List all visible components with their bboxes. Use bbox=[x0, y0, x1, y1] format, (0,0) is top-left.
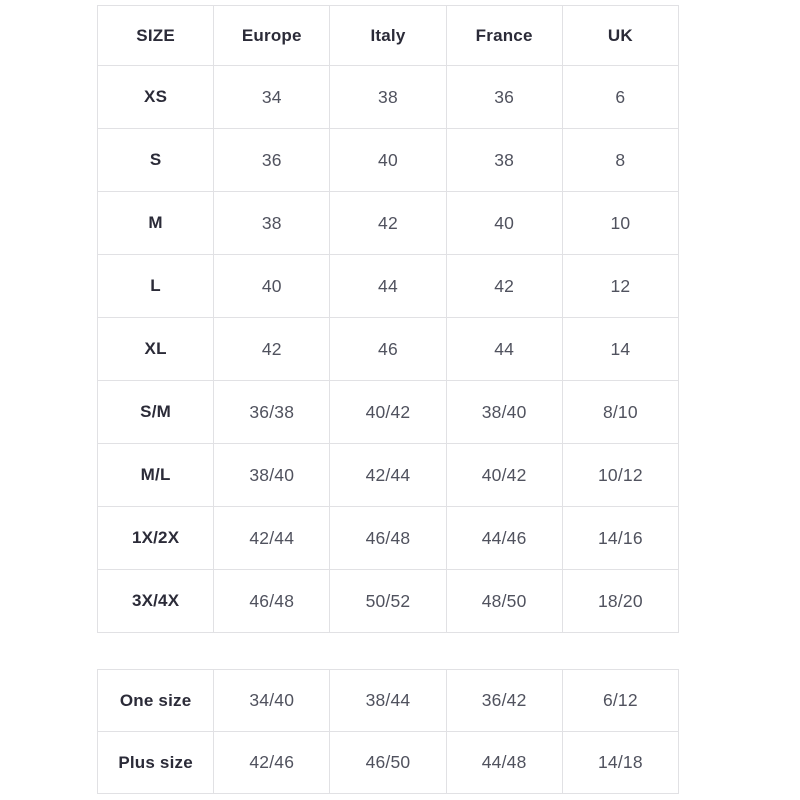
value-cell: 40 bbox=[329, 128, 447, 192]
value-cell: 42/44 bbox=[329, 443, 447, 507]
value-cell: 44 bbox=[445, 317, 563, 381]
size-label-cell: L bbox=[96, 254, 215, 318]
value-cell: 14/16 bbox=[561, 506, 680, 570]
value-cell: 48/50 bbox=[445, 569, 563, 633]
value-cell: 18/20 bbox=[561, 569, 680, 633]
table-row: S 36 40 38 8 bbox=[96, 128, 680, 192]
value-cell: 40/42 bbox=[329, 380, 447, 444]
header-cell-france: France bbox=[445, 5, 563, 66]
size-label-cell: 1X/2X bbox=[96, 506, 215, 570]
value-cell: 14 bbox=[561, 317, 680, 381]
size-label-cell: XS bbox=[96, 65, 215, 129]
table-row: XS 34 38 36 6 bbox=[96, 65, 680, 129]
value-cell: 34/40 bbox=[213, 669, 331, 732]
value-cell: 42 bbox=[213, 317, 331, 381]
value-cell: 46 bbox=[329, 317, 447, 381]
value-cell: 10 bbox=[561, 191, 680, 255]
size-label-cell: S bbox=[96, 128, 215, 192]
table-row: 3X/4X 46/48 50/52 48/50 18/20 bbox=[96, 569, 680, 633]
header-cell-size: SIZE bbox=[96, 5, 215, 66]
size-chart-page: SIZE Europe Italy France UK XS 34 38 36 … bbox=[96, 5, 680, 794]
table-row: S/M 36/38 40/42 38/40 8/10 bbox=[96, 380, 680, 444]
value-cell: 46/48 bbox=[213, 569, 331, 633]
value-cell: 38 bbox=[213, 191, 331, 255]
value-cell: 12 bbox=[561, 254, 680, 318]
table-row: XL 42 46 44 14 bbox=[96, 317, 680, 381]
table-row: M/L 38/40 42/44 40/42 10/12 bbox=[96, 443, 680, 507]
value-cell: 40 bbox=[213, 254, 331, 318]
value-cell: 38/44 bbox=[329, 669, 447, 732]
value-cell: 6 bbox=[561, 65, 680, 129]
value-cell: 40 bbox=[445, 191, 563, 255]
size-label-cell: M/L bbox=[96, 443, 215, 507]
value-cell: 46/48 bbox=[329, 506, 447, 570]
size-label-cell: S/M bbox=[96, 380, 215, 444]
value-cell: 40/42 bbox=[445, 443, 563, 507]
size-label-cell: Plus size bbox=[96, 731, 215, 794]
table-row: M 38 42 40 10 bbox=[96, 191, 680, 255]
table-row: 1X/2X 42/44 46/48 44/46 14/16 bbox=[96, 506, 680, 570]
value-cell: 44/48 bbox=[445, 731, 563, 794]
table-row: L 40 44 42 12 bbox=[96, 254, 680, 318]
value-cell: 34 bbox=[213, 65, 331, 129]
value-cell: 36/42 bbox=[445, 669, 563, 732]
value-cell: 38/40 bbox=[445, 380, 563, 444]
value-cell: 8 bbox=[561, 128, 680, 192]
value-cell: 8/10 bbox=[561, 380, 680, 444]
value-cell: 42/44 bbox=[213, 506, 331, 570]
value-cell: 44 bbox=[329, 254, 447, 318]
table-row: One size 34/40 38/44 36/42 6/12 bbox=[96, 669, 680, 732]
value-cell: 46/50 bbox=[329, 731, 447, 794]
value-cell: 38 bbox=[445, 128, 563, 192]
standard-size-table: SIZE Europe Italy France UK XS 34 38 36 … bbox=[96, 5, 680, 633]
value-cell: 44/46 bbox=[445, 506, 563, 570]
size-label-cell: M bbox=[96, 191, 215, 255]
header-cell-italy: Italy bbox=[329, 5, 447, 66]
value-cell: 10/12 bbox=[561, 443, 680, 507]
header-cell-uk: UK bbox=[561, 5, 680, 66]
size-label-cell: One size bbox=[96, 669, 215, 732]
table-header-row: SIZE Europe Italy France UK bbox=[96, 5, 680, 66]
special-size-table: One size 34/40 38/44 36/42 6/12 Plus siz… bbox=[96, 669, 680, 794]
value-cell: 36 bbox=[213, 128, 331, 192]
size-label-cell: XL bbox=[96, 317, 215, 381]
value-cell: 42 bbox=[445, 254, 563, 318]
value-cell: 14/18 bbox=[561, 731, 680, 794]
value-cell: 36/38 bbox=[213, 380, 331, 444]
value-cell: 50/52 bbox=[329, 569, 447, 633]
value-cell: 38/40 bbox=[213, 443, 331, 507]
value-cell: 42 bbox=[329, 191, 447, 255]
value-cell: 38 bbox=[329, 65, 447, 129]
value-cell: 6/12 bbox=[561, 669, 680, 732]
table-row: Plus size 42/46 46/50 44/48 14/18 bbox=[96, 731, 680, 794]
header-cell-europe: Europe bbox=[213, 5, 331, 66]
size-label-cell: 3X/4X bbox=[96, 569, 215, 633]
value-cell: 36 bbox=[445, 65, 563, 129]
value-cell: 42/46 bbox=[213, 731, 331, 794]
